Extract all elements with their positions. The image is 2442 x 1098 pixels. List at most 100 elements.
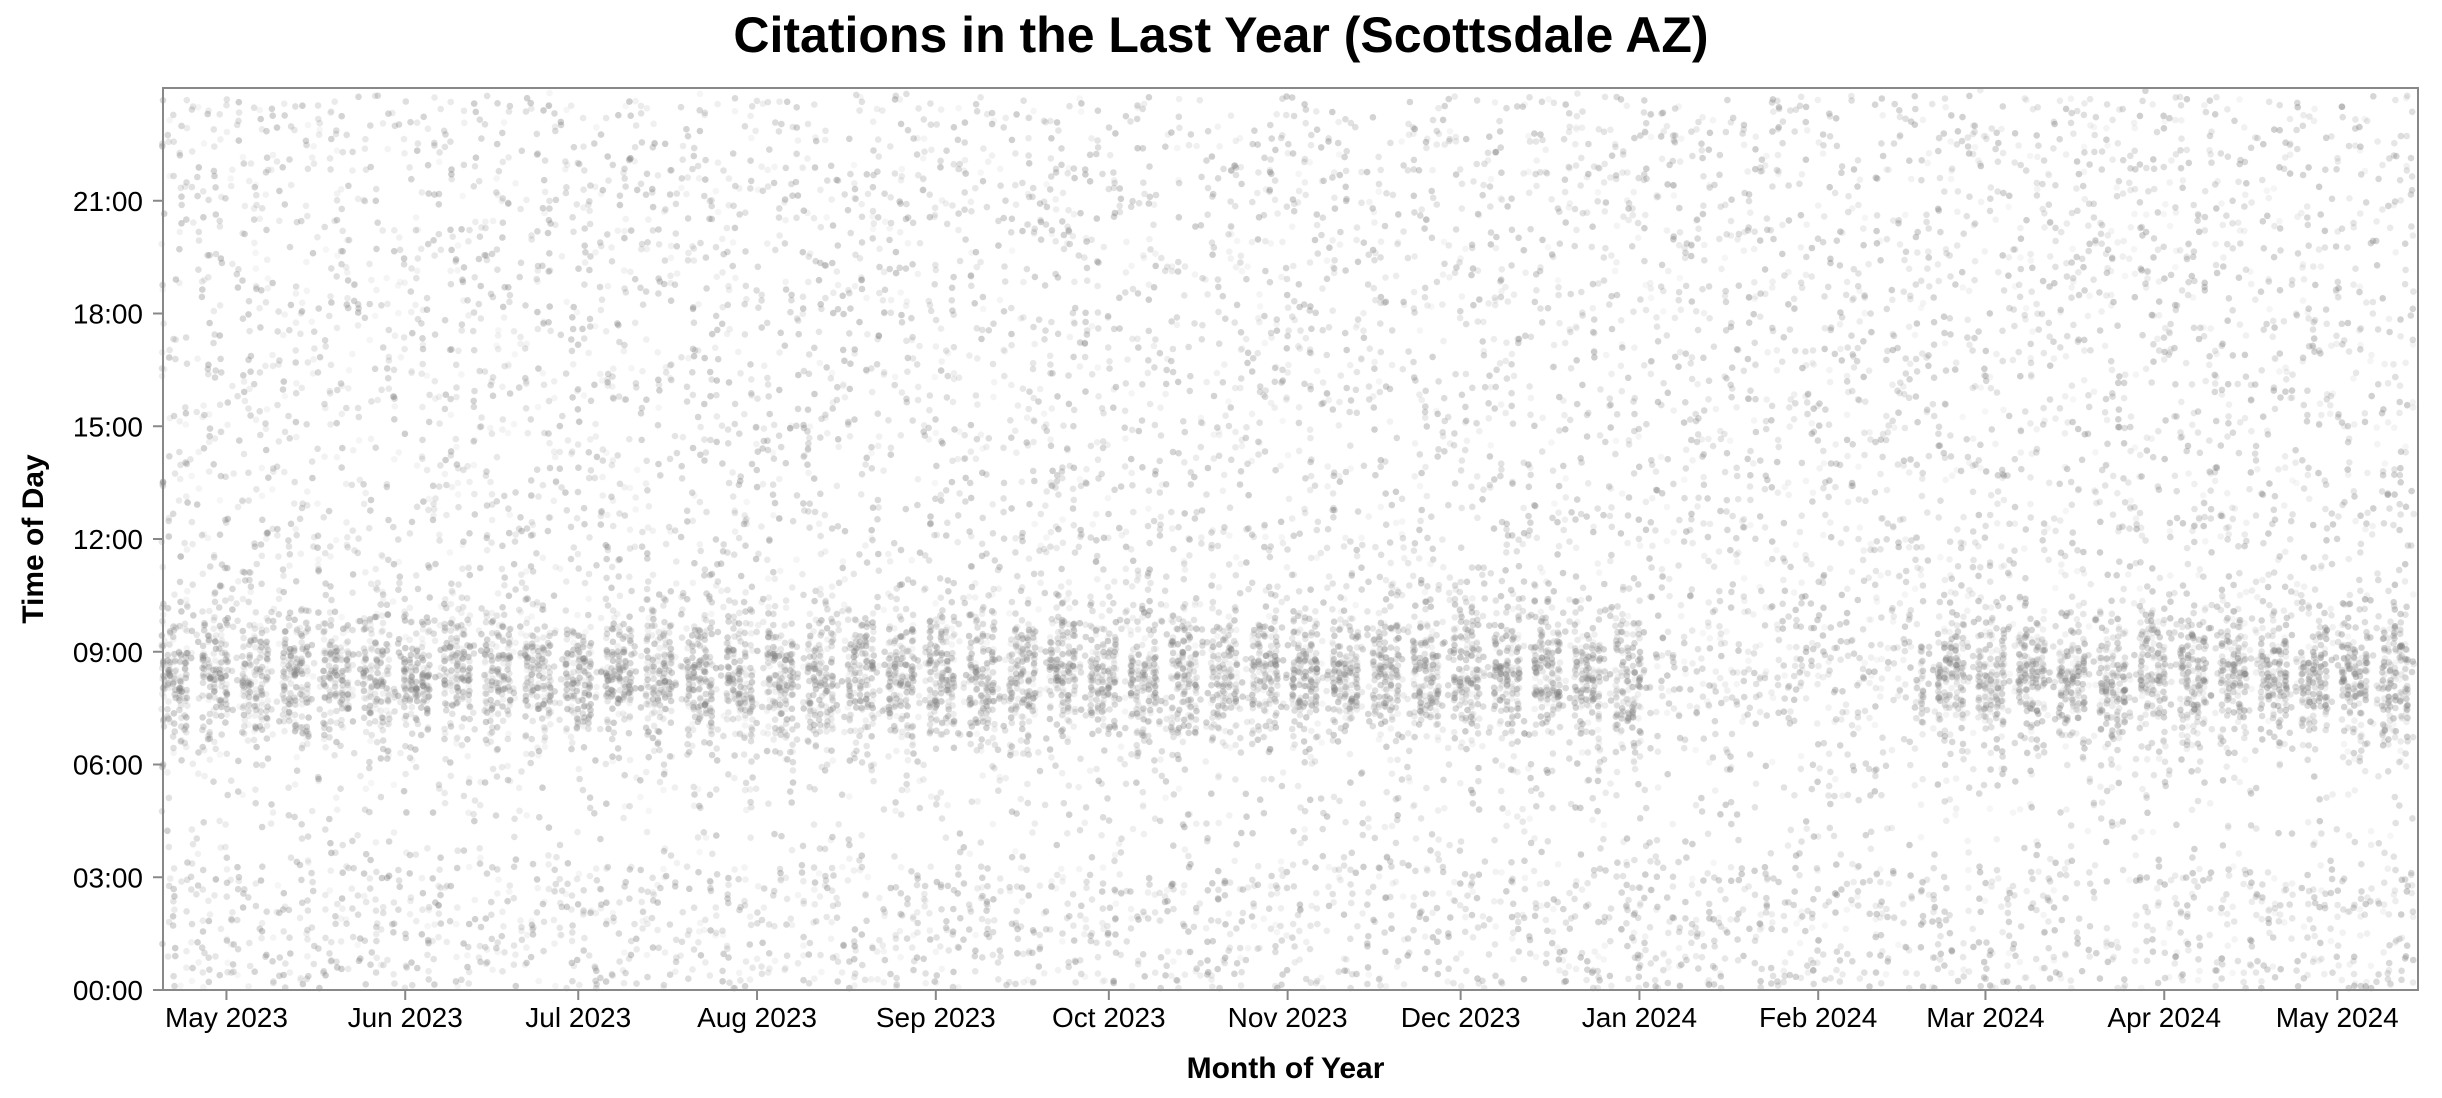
citation-point: [338, 464, 346, 471]
citation-point: [804, 646, 812, 653]
citation-point: [420, 113, 428, 121]
citation-point: [639, 301, 647, 309]
citation-point: [360, 870, 368, 877]
citation-point: [419, 335, 426, 342]
citation-point: [331, 217, 338, 225]
citation-point: [654, 695, 662, 702]
citation-point: [546, 673, 553, 681]
citation-point: [454, 267, 461, 274]
citation-point: [205, 107, 212, 114]
citation-point: [789, 517, 797, 525]
citation-point: [775, 214, 783, 221]
citation-point: [223, 652, 231, 659]
citation-point: [195, 228, 203, 236]
citation-point: [685, 927, 693, 934]
citation-point: [683, 398, 691, 405]
citation-point: [782, 278, 789, 286]
citation-point: [746, 941, 754, 948]
citation-point: [695, 626, 702, 634]
citation-point: [223, 658, 230, 666]
citation-point: [206, 756, 214, 763]
citation-point: [627, 659, 634, 667]
citation-point: [609, 691, 616, 698]
citation-point: [234, 284, 242, 291]
citation-point: [195, 770, 202, 777]
citation-point: [701, 926, 708, 934]
citation-point: [747, 177, 755, 185]
citation-point: [258, 651, 265, 659]
citation-point: [748, 687, 755, 694]
citation-point: [222, 651, 229, 659]
citation-point: [528, 750, 535, 758]
citation-point: [447, 226, 454, 234]
citation-point: [465, 779, 473, 786]
citation-point: [258, 464, 266, 472]
citation-point: [679, 142, 687, 150]
citation-point: [276, 217, 283, 225]
citation-point: [412, 301, 419, 309]
citation-point: [274, 328, 282, 335]
citation-point: [236, 437, 243, 444]
citation-point: [449, 710, 456, 718]
citation-point: [258, 701, 266, 709]
citation-point: [374, 396, 382, 404]
citation-point: [667, 374, 674, 382]
citation-point: [435, 190, 443, 198]
citation-point: [775, 432, 783, 440]
citation-point: [694, 718, 702, 726]
citation-point: [183, 694, 191, 702]
citation-point: [166, 666, 173, 674]
citation-point: [435, 672, 443, 679]
citation-point: [714, 355, 722, 363]
citation-point: [315, 609, 322, 616]
citation-point: [379, 591, 387, 598]
citation-point: [805, 640, 812, 648]
citation-point: [512, 856, 520, 863]
citation-point: [210, 307, 218, 315]
citation-point: [195, 695, 203, 702]
citation-point: [304, 685, 311, 693]
citation-point: [494, 745, 501, 753]
citation-point: [517, 514, 524, 521]
citation-point: [264, 284, 272, 292]
citation-point: [251, 712, 259, 719]
citation-point: [689, 305, 697, 313]
citation-point: [522, 732, 530, 739]
citation-point: [556, 448, 564, 456]
citation-point: [527, 416, 535, 423]
citation-point: [245, 983, 252, 990]
citation-point: [379, 903, 387, 911]
citation-point: [385, 326, 393, 334]
citation-point: [689, 648, 697, 655]
citation-point: [338, 613, 346, 621]
citation-point: [436, 866, 443, 873]
citation-point: [223, 750, 231, 758]
citation-point: [581, 934, 588, 942]
citation-point: [321, 620, 329, 627]
citation-point: [373, 245, 380, 253]
citation-point: [771, 716, 779, 723]
citation-point: [811, 879, 819, 886]
citation-point: [258, 690, 265, 697]
citation-point: [326, 950, 333, 957]
citation-point: [573, 687, 581, 695]
citation-point: [592, 757, 599, 764]
citation-point: [275, 595, 283, 603]
citation-point: [672, 968, 679, 975]
citation-point: [476, 233, 484, 240]
citation-point: [211, 892, 218, 899]
citation-point: [466, 530, 473, 537]
citation-point: [412, 714, 420, 722]
citation-point: [696, 848, 703, 856]
citation-point: [678, 634, 686, 641]
citation-point: [570, 143, 578, 151]
citation-point: [709, 850, 716, 858]
citation-point: [684, 132, 692, 140]
citation-point: [407, 894, 415, 901]
citation-point: [466, 687, 473, 695]
chart-title: Citations in the Last Year (Scottsdale A…: [733, 7, 1709, 63]
citation-point: [164, 681, 172, 688]
citation-point: [736, 676, 744, 683]
citation-point: [499, 908, 506, 916]
citation-point: [454, 242, 462, 249]
